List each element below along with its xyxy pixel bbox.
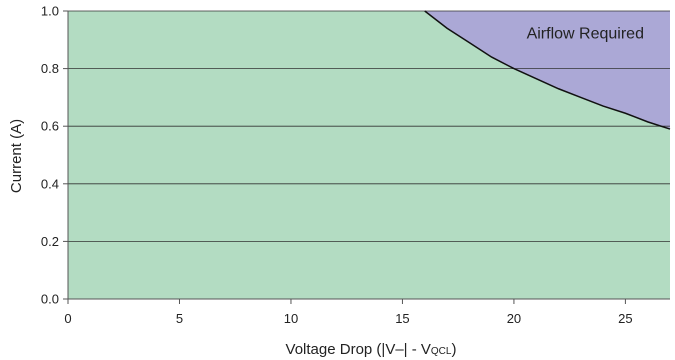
x-tick-label: 5 [176,311,183,326]
x-axis-title-subscript: QCL [431,346,452,357]
plot-area: Airflow Required [68,10,671,299]
x-axis-title-end: ) [451,341,456,358]
x-tick-label: 10 [284,311,298,326]
y-tick-label: 0.2 [41,234,59,249]
boundary-curve [424,10,671,130]
x-axis-title-main: Voltage Drop (|V–| - V [286,341,431,358]
y-tick-label: 0.6 [41,119,59,134]
axes: 0 5 10 15 20 25 0.0 0.2 0.4 0.6 0.8 1.0 [41,4,670,326]
x-tick-label: 15 [395,311,409,326]
y-tick-label: 0.8 [41,61,59,76]
y-axis-ticks: 0.0 0.2 0.4 0.6 0.8 1.0 [41,4,68,307]
y-tick-label: 1.0 [41,4,59,19]
x-tick-label: 0 [64,311,71,326]
airflow-required-label: Airflow Required [527,25,644,42]
y-tick-label: 0.0 [41,292,59,307]
x-tick-label: 20 [507,311,521,326]
x-tick-label: 25 [618,311,632,326]
airflow-required-region [424,11,670,130]
y-tick-label: 0.4 [41,176,59,191]
gridlines [68,10,670,242]
y-axis-title: Current (A) [8,119,25,193]
x-axis-ticks: 0 5 10 15 20 25 [64,299,633,326]
x-axis-title: Voltage Drop (|V–| - VQCL) [286,341,457,358]
